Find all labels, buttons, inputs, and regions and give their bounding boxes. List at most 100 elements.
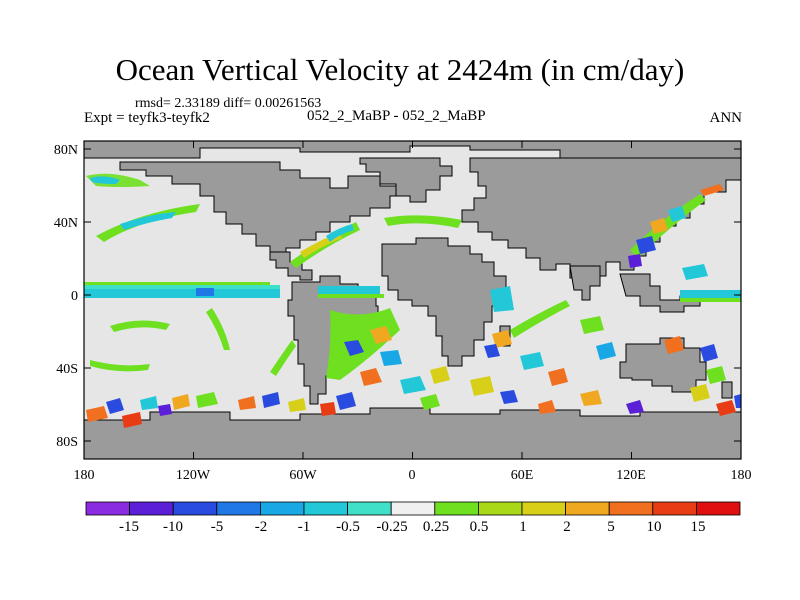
colorbar-swatch [696,501,741,516]
patch [520,352,544,370]
patch [270,340,296,376]
lat-tick-label: 40N [54,216,78,231]
colorbar-swatch [477,501,523,516]
colorbar-swatch [652,501,697,516]
patch [400,376,426,394]
patch [734,394,741,408]
patch [318,286,380,294]
patch [326,308,400,380]
patch [106,398,124,414]
latitude-ticks [84,148,741,442]
patch [122,412,142,428]
plot-title: Ocean Vertical Velocity at 2424m (in cm/… [115,52,685,87]
patch [706,366,726,384]
africa [381,237,507,367]
greenland [359,157,453,203]
colorbar-label: -10 [163,519,183,535]
patch [636,236,656,254]
patch [84,288,280,298]
patch [196,288,214,296]
patch [384,215,462,228]
patch [664,336,684,354]
patch [490,286,514,312]
patch [580,390,602,406]
patch [320,402,336,416]
patch [690,384,710,402]
patch [336,392,356,410]
land-masses [84,141,741,459]
patch [470,376,494,396]
patch [700,344,718,362]
lon-tick-label: 120E [616,468,646,483]
colorbar [85,501,741,516]
velocity-patches [84,173,741,428]
patch [84,285,280,289]
patch [172,394,190,410]
lon-tick-label: 60E [511,468,534,483]
patch [580,316,604,334]
colorbar-swatch [521,501,566,516]
patch [548,368,568,386]
patch [682,264,708,280]
patch [370,326,392,344]
lat-tick-label: 0 [71,289,78,304]
colorbar-label: 5 [607,519,615,535]
patch [344,340,364,356]
season-label: ANN [709,110,743,126]
new-zealand [721,381,733,399]
colorbar-swatch [434,501,479,516]
colorbar-swatch [216,501,261,516]
patch [140,396,158,410]
colorbar-swatch [390,501,436,516]
india [569,265,601,301]
colorbar-label: -5 [211,519,224,535]
patch [120,212,176,230]
colorbar-swatch [129,501,174,516]
colorbar-swatch [303,501,348,516]
patch [90,176,120,184]
colorbar-label: -15 [119,519,139,535]
patch [700,184,724,196]
lat-tick-label: 80N [54,143,78,158]
patch [420,394,440,410]
patch [90,360,150,372]
experiment-label: Expt = teyfk3-teyfk2 [84,110,210,126]
colorbar-swatch [259,501,305,516]
antarctica [84,407,741,459]
lon-tick-label: 180 [731,468,752,483]
lat-tick-label: 40S [56,362,78,377]
lon-tick-label: 60W [289,468,317,483]
patch [500,390,518,404]
colorbar-label: 0.25 [423,519,449,535]
colorbar-label: -1 [298,519,311,535]
patch [110,320,170,332]
patch [196,392,218,408]
colorbar-label: 15 [691,519,706,535]
southeast-asia [619,273,701,313]
patch [510,300,570,338]
colorbar-swatch [565,501,610,516]
patch [538,400,556,414]
colorbar-label: 2 [563,519,571,535]
colorbar-swatch [85,501,130,516]
patch [716,400,736,416]
colorbar-swatch [172,501,218,516]
patch [628,254,642,268]
colorbar-label: -0.25 [376,519,407,535]
colorbar-label: -0.5 [336,519,360,535]
patch [288,398,306,412]
north-america [119,161,397,257]
colorbar-labels: -15 -10 -5 -2 -1 -0.5 -0.25 0.25 0.5 1 2… [119,519,706,535]
patch [158,404,172,416]
lon-tick-label: 120W [176,468,211,483]
colorbar-label: -2 [255,519,268,535]
colorbar-swatch [608,501,654,516]
lat-tick-label: 80S [56,435,78,450]
colorbar-label: 0.5 [470,519,489,535]
colorbar-label: 1 [519,519,527,535]
patch [326,224,354,242]
patch [492,330,512,348]
patch [380,350,402,366]
patch [262,392,280,408]
